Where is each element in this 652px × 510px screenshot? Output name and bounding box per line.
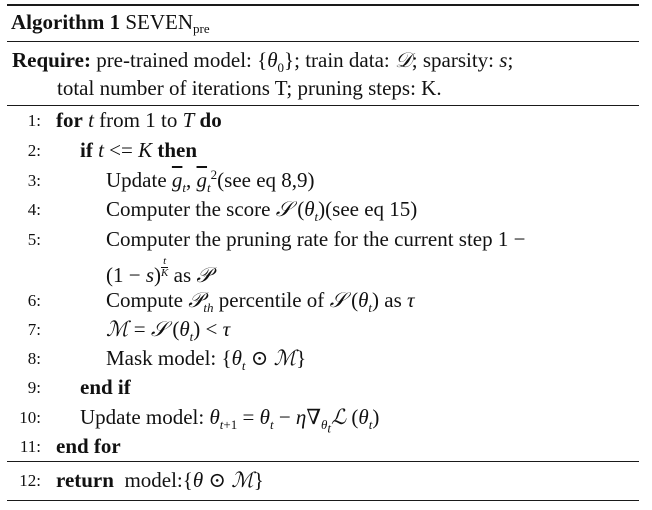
line-number: 2: [27,141,41,160]
step-7-text: ℳ = 𝒮 (θt) < τ [106,317,231,345]
step-3-text: Update gt, gt2(see eq 8,9) [106,167,315,196]
require-line-1: Require: pre-trained model: {θ0}; train … [12,48,514,76]
line-number: 7: [27,320,41,339]
title-rule [7,41,639,42]
line-number: 8: [27,349,41,368]
require-line-2: total number of iterations T; pruning st… [57,76,442,100]
bottom-rule [7,500,639,501]
require-keyword: Require: [12,48,91,72]
require-line-1-text: pre-trained model: {θ0}; train data: 𝒟; … [96,48,514,76]
step-9-text: end if [80,375,131,399]
top-rule [7,4,639,6]
algorithm-title: Algorithm 1 SEVENpre [11,10,210,35]
step-8-text: Mask model: {θt ⊙ ℳ} [106,346,307,374]
line-number: 5: [27,230,41,249]
step-1-text: for t from 1 to T do [56,108,222,132]
step-11-text: end for [56,434,121,458]
line-number: 4: [27,200,41,219]
step-10-text: Update model: θt+1 = θt − η∇θtℒ (θt) [80,405,380,436]
line-number: 12: [19,471,41,490]
line-number: 6: [27,291,41,310]
step-6-text: Compute 𝒫th percentile of 𝒮 (θt) as τ [106,288,415,316]
step-5-continued-text: (1 − s) t K as 𝒫 [106,255,212,288]
algorithm-name-subscript: pre [193,21,210,36]
line-number: 11: [19,437,41,456]
step-2-text: if t <= K then [80,138,198,162]
line-number: 3: [27,171,41,190]
step-12-text: return model:{θ ⊙ ℳ} [56,468,264,492]
line-number: 9: [27,378,41,397]
step-4-text: Computer the score 𝒮 (θt)(see eq 15) [106,197,418,225]
line-number: 10: [19,408,41,427]
step-5-text: Computer the pruning rate for the curren… [106,227,526,251]
algorithm-label: Algorithm 1 [11,10,121,34]
algorithm-name: SEVEN [125,10,193,34]
line-number: 1: [27,111,41,130]
return-rule [7,461,639,462]
require-rule [7,105,639,106]
